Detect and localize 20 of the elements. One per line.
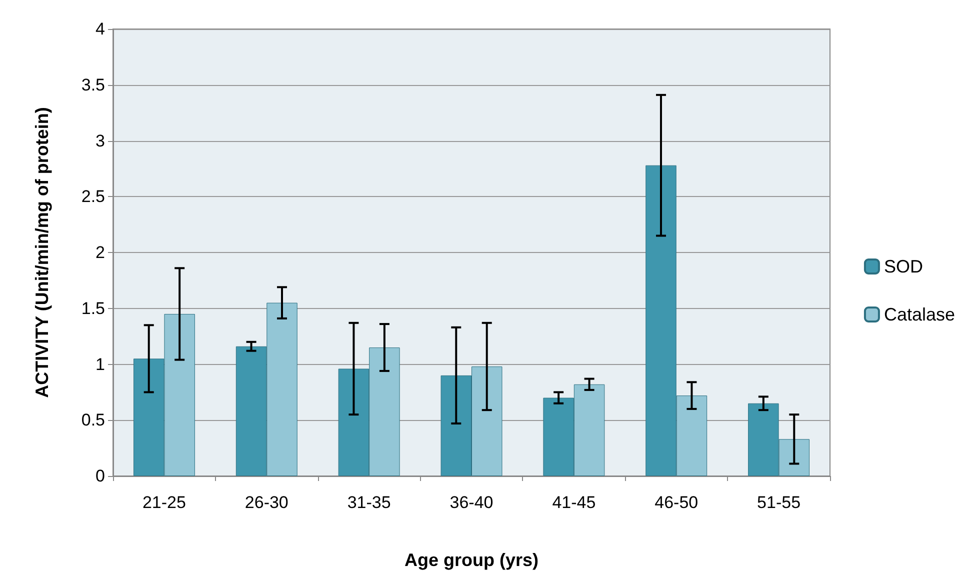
x-tick-label: 21-25 — [142, 493, 186, 512]
y-tick-label: 2 — [96, 243, 105, 262]
legend-label: Catalase — [884, 304, 956, 324]
y-tick-label: 0.5 — [81, 410, 105, 430]
y-tick-label: 1 — [96, 354, 105, 374]
x-tick-label: 46-50 — [654, 493, 698, 512]
x-tick-label: 31-35 — [347, 493, 391, 512]
x-tick-label: 41-45 — [552, 493, 596, 512]
x-axis-title: Age group (yrs) — [404, 550, 539, 570]
legend-label: SOD — [884, 256, 923, 276]
x-tick-label: 51-55 — [757, 493, 801, 512]
y-tick-label: 0 — [96, 466, 105, 486]
y-tick-label: 3.5 — [81, 75, 105, 94]
x-tick-label: 36-40 — [450, 493, 494, 512]
y-tick-label: 4 — [96, 20, 105, 38]
y-tick-label: 1.5 — [81, 298, 105, 318]
x-tick-label: 26-30 — [244, 493, 288, 512]
y-axis-title: ACTIVITY (Unit/min/mg of protein) — [32, 107, 52, 398]
y-tick-label: 2.5 — [81, 187, 105, 206]
y-tick-label: 3 — [96, 131, 105, 150]
